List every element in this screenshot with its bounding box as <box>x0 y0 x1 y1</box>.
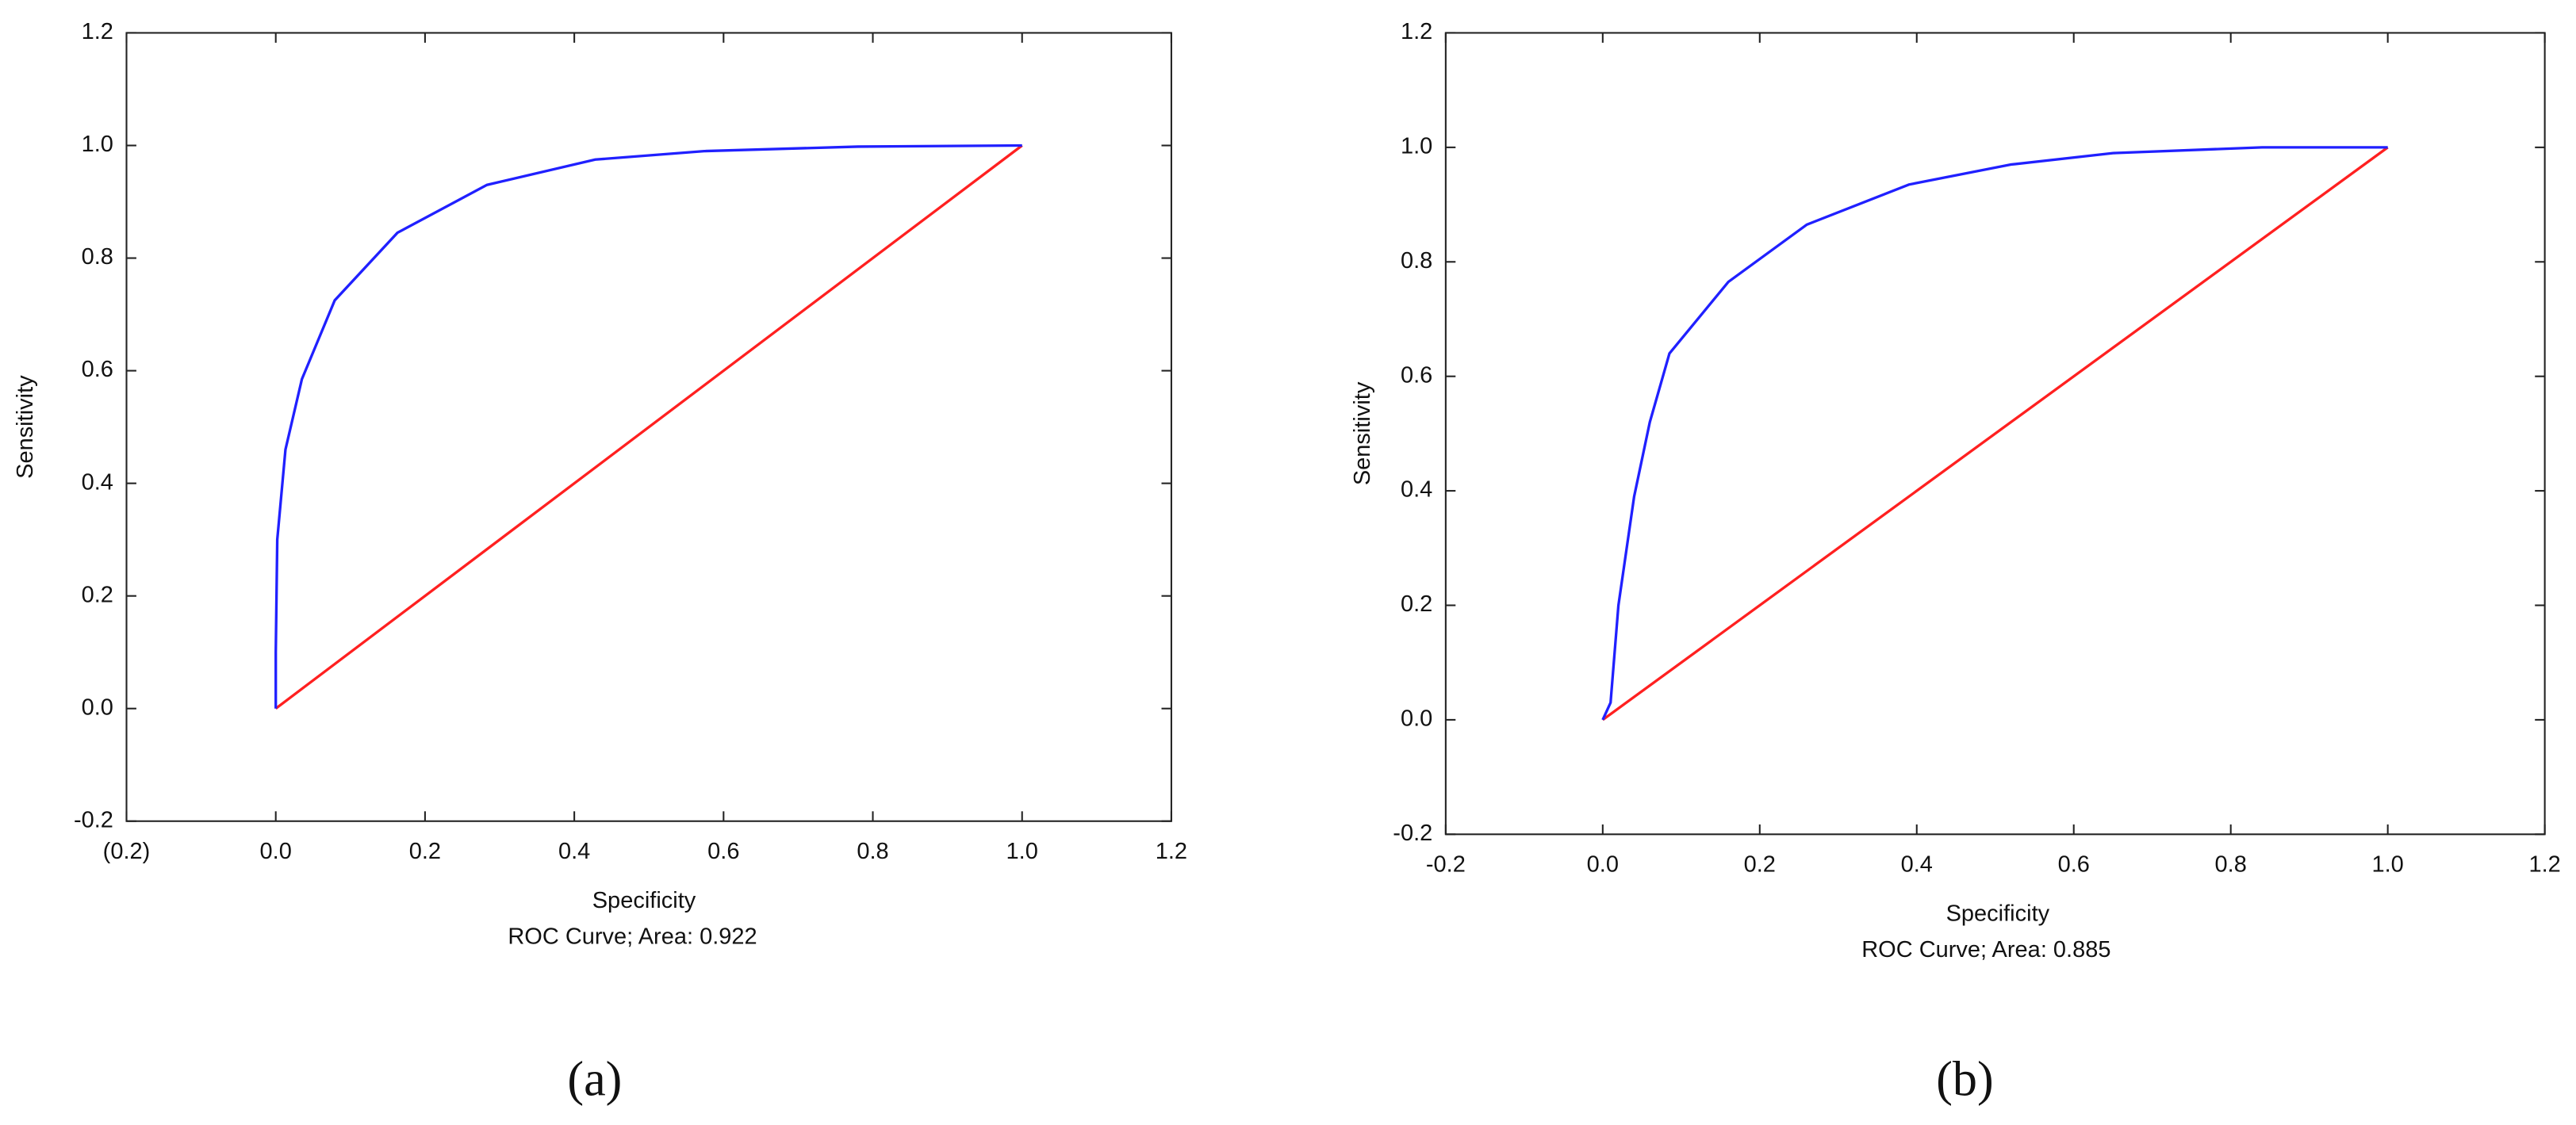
roc-line <box>1601 146 2389 721</box>
plot-frame <box>125 32 1172 822</box>
y-tick-label: -0.2 <box>1393 821 1432 846</box>
y-tick-label: 0.2 <box>82 582 113 607</box>
x-tick-label: 0.0 <box>260 839 292 864</box>
chart-note: ROC Curve; Area: 0.885 <box>1861 937 2110 962</box>
x-tick-label: 1.0 <box>1006 839 1038 864</box>
x-tick-label: (0.2) <box>103 839 151 864</box>
x-axis-label: Specificity <box>592 888 696 913</box>
x-tick-label: -0.2 <box>1426 851 1466 877</box>
chart-note: ROC Curve; Area: 0.922 <box>508 924 757 949</box>
roc-line <box>1601 146 2388 721</box>
y-tick-label: 0.2 <box>1401 591 1432 617</box>
panel-label: (a) <box>567 1052 622 1106</box>
y-tick-label: -0.2 <box>74 807 113 832</box>
y-axis-label: Sensitivity <box>1350 381 1375 485</box>
x-tick-label: 0.6 <box>707 839 739 864</box>
y-tick-label: 1.2 <box>1401 19 1432 44</box>
x-tick-label: 1.2 <box>2528 851 2560 877</box>
y-tick-label: 0.0 <box>1401 706 1432 732</box>
x-tick-label: 0.6 <box>2058 851 2090 877</box>
y-tick-label: 0.6 <box>1401 362 1432 388</box>
x-tick-label: 0.4 <box>1901 851 1933 877</box>
x-tick-label: 0.4 <box>558 839 590 864</box>
y-tick-label: 0.4 <box>1401 477 1432 503</box>
y-tick-label: 0.4 <box>82 469 113 495</box>
x-tick-label: 0.2 <box>409 839 441 864</box>
panel-label: (b) <box>1936 1052 1993 1106</box>
x-tick-label: 1.0 <box>2372 851 2404 877</box>
roc-line <box>274 144 1023 710</box>
y-tick-label: 0.6 <box>82 357 113 382</box>
plot-frame <box>1444 32 2546 836</box>
roc-line <box>274 143 1022 709</box>
y-tick-label: 0.8 <box>82 244 113 270</box>
x-tick-label: 0.8 <box>2215 851 2247 877</box>
x-tick-label: 1.2 <box>1156 839 1187 864</box>
y-tick-label: 0.0 <box>82 695 113 720</box>
y-axis-label: Sensitivity <box>13 375 38 479</box>
y-tick-label: 1.0 <box>82 132 113 157</box>
x-axis-label: Specificity <box>1946 901 2050 926</box>
x-tick-label: 0.8 <box>857 839 888 864</box>
y-tick-label: 1.2 <box>82 19 113 44</box>
y-tick-label: 0.8 <box>1401 248 1432 274</box>
y-tick-label: 1.0 <box>1401 134 1432 159</box>
x-tick-label: 0.2 <box>1744 851 1776 877</box>
x-tick-label: 0.0 <box>1587 851 1619 877</box>
